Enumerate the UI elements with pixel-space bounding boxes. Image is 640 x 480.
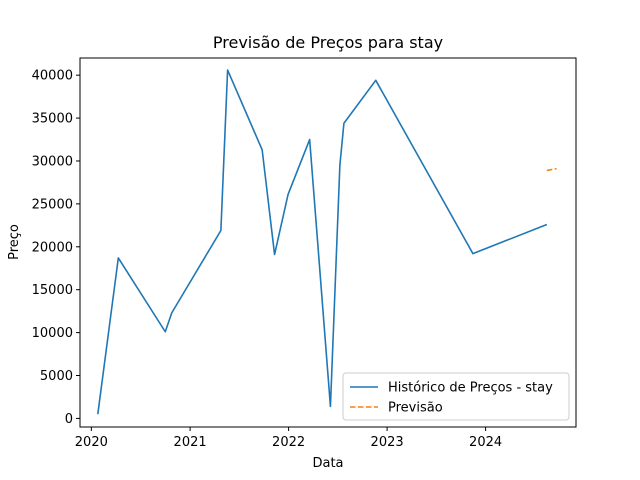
y-axis-ticks: 0 5000 10000 15000 20000 25000 30000 35000 40000 [32, 69, 80, 427]
y-tick-label-8: 40000 [32, 69, 73, 84]
chart-title: Previsão de Preços para stay [213, 33, 443, 52]
x-tick-label-0: 2020 [75, 435, 108, 450]
x-axis-ticks: 2020 2021 2022 2023 2024 [75, 427, 502, 450]
x-tick-label-2: 2022 [272, 435, 305, 450]
series-line-0 [97, 69, 548, 415]
y-tick-label-2: 10000 [32, 326, 73, 341]
series-line-1 [546, 167, 557, 172]
x-tick-label-1: 2021 [174, 435, 207, 450]
y-tick-label-4: 20000 [32, 240, 73, 255]
plot-area [97, 69, 557, 415]
y-tick-label-0: 0 [65, 412, 73, 427]
legend-box [342, 372, 570, 421]
y-tick-label-5: 25000 [32, 197, 73, 212]
axes-frame [79, 57, 577, 428]
y-tick-label-7: 35000 [32, 112, 73, 127]
x-axis-label: Data [312, 456, 343, 471]
y-axis-label: Preço [7, 224, 22, 260]
y-tick-label-1: 5000 [40, 369, 73, 384]
x-tick-label-4: 2024 [469, 435, 502, 450]
y-tick-label-3: 15000 [32, 283, 73, 298]
legend: Histórico de Preços - stay Previsão [342, 372, 570, 421]
legend-label-1: Previsão [388, 401, 443, 416]
y-tick-label-6: 30000 [32, 154, 73, 169]
legend-label-0: Histórico de Preços - stay [388, 381, 553, 396]
x-tick-label-3: 2023 [371, 435, 404, 450]
